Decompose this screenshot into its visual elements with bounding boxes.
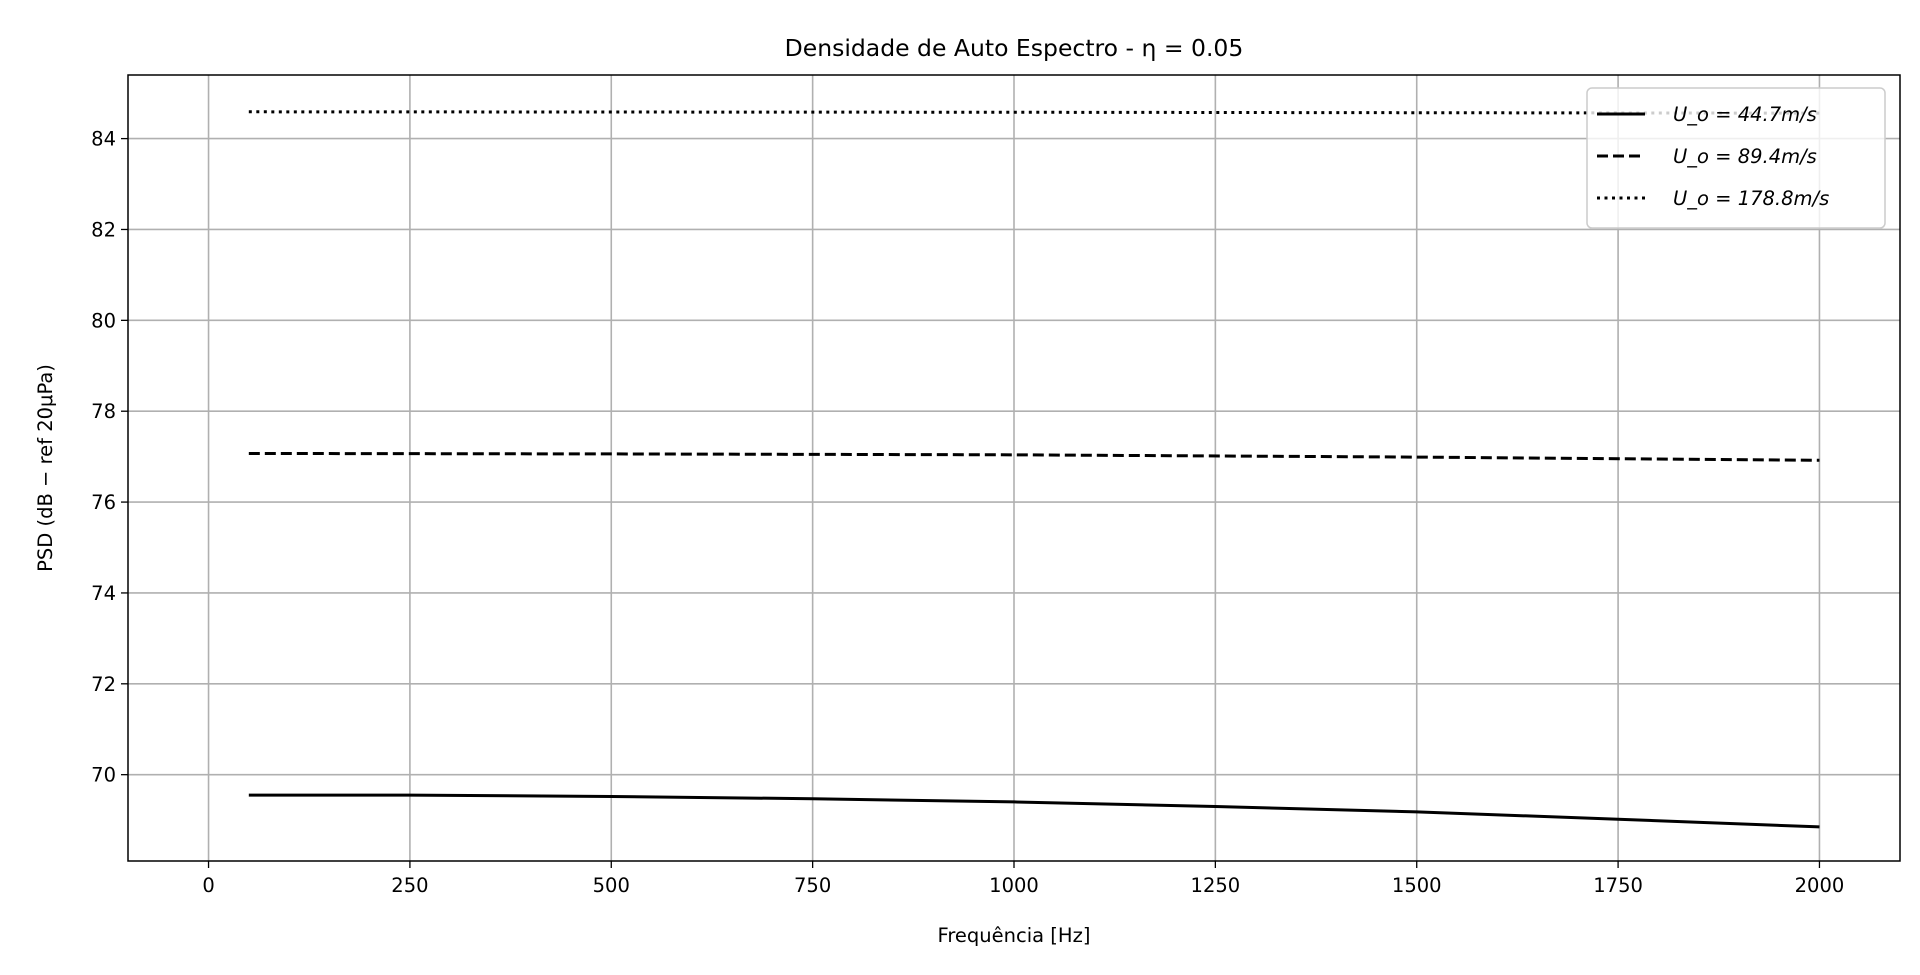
x-tick-label: 1000 (989, 874, 1039, 897)
y-tick-label: 76 (91, 491, 116, 514)
x-tick-label: 2000 (1795, 874, 1845, 897)
x-axis-label: Frequência [Hz] (938, 924, 1091, 947)
y-tick-label: 82 (91, 218, 116, 241)
series-line-1 (248, 793, 1820, 829)
x-tick-label: 1750 (1593, 874, 1643, 897)
legend: U_o = 44.7m/s U_o = 89.4m/s U_o = 178.8m/s (1586, 87, 1886, 229)
legend-label: U_o = 44.7m/s (1673, 103, 1817, 126)
x-tick-label: 250 (391, 874, 428, 897)
series-line-2 (248, 451, 1820, 462)
y-tick-label: 70 (91, 764, 116, 787)
y-tick-label: 72 (91, 673, 116, 696)
axis-ticks: 0 250 500 750 1000 1250 1500 1750 2000 70 72 74 76 78… (91, 128, 1844, 897)
legend-label: U_o = 178.8m/s (1673, 187, 1829, 210)
x-tick-label: 1250 (1191, 874, 1241, 897)
y-tick-label: 78 (91, 400, 116, 423)
x-tick-label: 500 (593, 874, 630, 897)
plot-series (248, 110, 1820, 829)
chart-title: Densidade de Auto Espectro - η = 0.05 (785, 34, 1244, 62)
y-tick-label: 74 (91, 582, 116, 605)
y-tick-label: 84 (91, 128, 116, 151)
y-axis-label: PSD (dB − ref 20μPa) (34, 364, 57, 572)
x-tick-label: 0 (202, 874, 214, 897)
x-tick-label: 750 (794, 874, 831, 897)
x-tick-label: 1500 (1392, 874, 1442, 897)
series-line-3 (248, 110, 1820, 115)
legend-label: U_o = 89.4m/s (1673, 145, 1817, 168)
y-tick-label: 80 (91, 309, 116, 332)
legend-box (1586, 87, 1886, 229)
